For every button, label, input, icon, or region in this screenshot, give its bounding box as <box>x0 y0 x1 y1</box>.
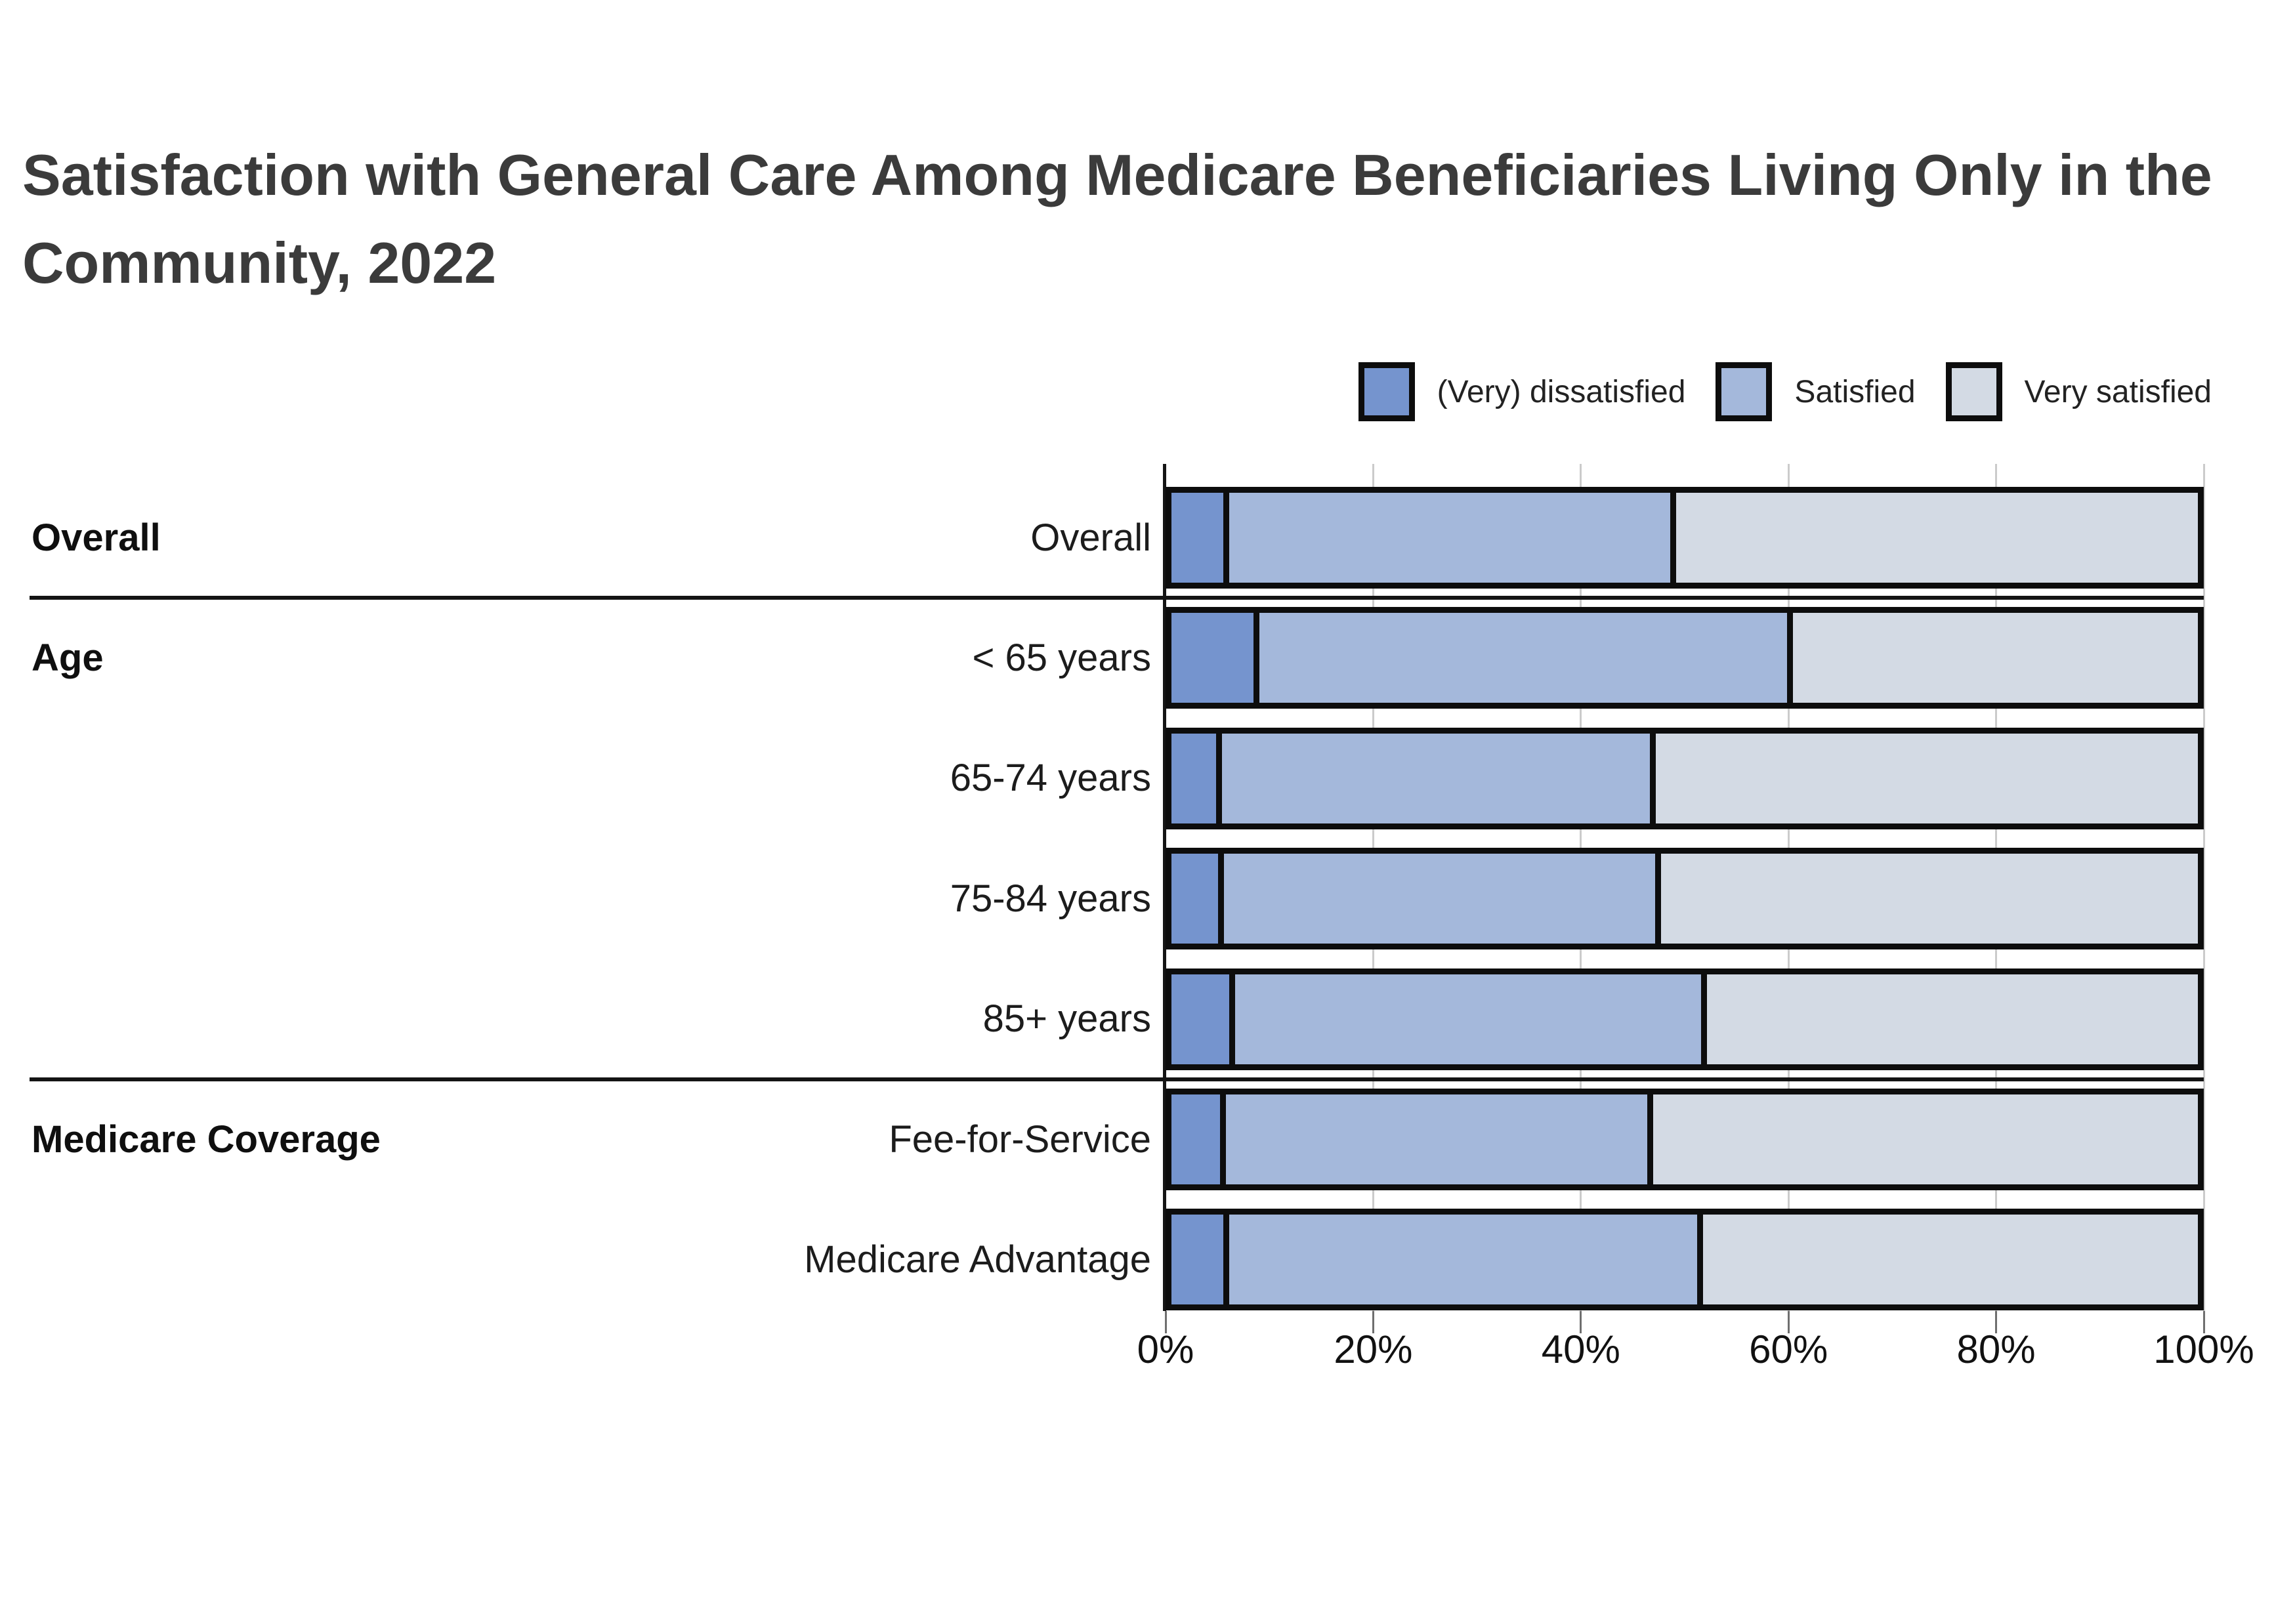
legend-swatch-2 <box>1945 362 2002 421</box>
legend-item-2: Very satisfied <box>1945 362 2212 421</box>
legend-label-0: (Very) dissatisfied <box>1437 374 1686 409</box>
bar-3-segment-1 <box>1224 854 1662 944</box>
bar-3-segment-2 <box>1661 854 2198 944</box>
bar-row-3 <box>1166 848 2204 950</box>
x-tick-label: 0% <box>1137 1327 1194 1371</box>
bar-row-5 <box>1166 1089 2204 1190</box>
bar-4-segment-0 <box>1171 974 1236 1064</box>
x-tick-label: 40% <box>1541 1327 1620 1371</box>
bar-row-4 <box>1166 968 2204 1070</box>
bar-2-segment-2 <box>1656 733 2198 823</box>
x-axis-tick <box>2202 1311 2205 1333</box>
legend-item-1: Satisfied <box>1716 362 1916 421</box>
bar-4-segment-2 <box>1706 974 2198 1064</box>
row-label-2: 65-74 years <box>950 757 1151 800</box>
bar-5-segment-2 <box>1653 1094 2198 1184</box>
bar-1-segment-2 <box>1793 613 2198 703</box>
group-label: Medicare Coverage <box>32 1117 381 1161</box>
bar-row-6 <box>1166 1209 2204 1311</box>
x-tick-label: 20% <box>1334 1327 1413 1371</box>
row-label-1: < 65 years <box>972 636 1151 679</box>
bar-6-segment-1 <box>1229 1215 1703 1305</box>
row-label-6: Medicare Advantage <box>804 1238 1151 1281</box>
legend-swatch-0 <box>1358 362 1415 421</box>
x-tick-label: 80% <box>1956 1327 2036 1371</box>
group-separator <box>30 596 2204 600</box>
bar-2-segment-1 <box>1222 733 1656 823</box>
x-axis-tick <box>1164 1311 1167 1333</box>
bar-row-0 <box>1166 487 2204 589</box>
bar-1-segment-0 <box>1171 613 1260 703</box>
group-label: Age <box>32 636 104 679</box>
gridline <box>2202 464 2205 1311</box>
bar-1-segment-1 <box>1259 613 1794 703</box>
legend-swatch-1 <box>1716 362 1773 421</box>
row-label-5: Fee-for-Service <box>889 1117 1151 1161</box>
row-label-3: 75-84 years <box>950 877 1151 920</box>
legend-item-0: (Very) dissatisfied <box>1358 362 1686 421</box>
bar-6-segment-0 <box>1171 1215 1229 1305</box>
x-tick-label: 60% <box>1749 1327 1828 1371</box>
group-label: Overall <box>32 516 161 559</box>
legend-label-2: Very satisfied <box>2024 374 2212 409</box>
legend: (Very) dissatisfied Satisfied Very satisfi… <box>1358 362 2212 421</box>
x-axis-tick <box>1787 1311 1790 1333</box>
bar-4-segment-1 <box>1235 974 1707 1064</box>
x-axis-tick <box>1995 1311 1998 1333</box>
x-axis-tick <box>1372 1311 1374 1333</box>
bar-6-segment-2 <box>1702 1215 2198 1305</box>
chart-title-line-2: Community, 2022 <box>22 230 497 295</box>
bar-0-segment-0 <box>1171 493 1229 583</box>
bar-3-segment-0 <box>1171 854 1225 944</box>
bar-5-segment-1 <box>1226 1094 1653 1184</box>
bar-0-segment-2 <box>1676 493 2198 583</box>
chart-title-line-1: Satisfaction with General Care Among Med… <box>22 142 2212 207</box>
legend-label-1: Satisfied <box>1794 374 1916 409</box>
bar-row-1 <box>1166 607 2204 709</box>
bar-5-segment-0 <box>1171 1094 1227 1184</box>
x-tick-label: 100% <box>2153 1327 2254 1371</box>
bar-2-segment-0 <box>1171 733 1223 823</box>
bar-0-segment-1 <box>1229 493 1677 583</box>
group-separator <box>30 1077 2204 1081</box>
x-axis-tick <box>1580 1311 1582 1333</box>
row-label-0: Overall <box>1030 516 1151 559</box>
bar-row-2 <box>1166 727 2204 829</box>
chart-title: Satisfaction with General Care Among Med… <box>22 131 2212 307</box>
row-label-4: 85+ years <box>982 997 1151 1041</box>
y-axis-line <box>1163 464 1166 1311</box>
